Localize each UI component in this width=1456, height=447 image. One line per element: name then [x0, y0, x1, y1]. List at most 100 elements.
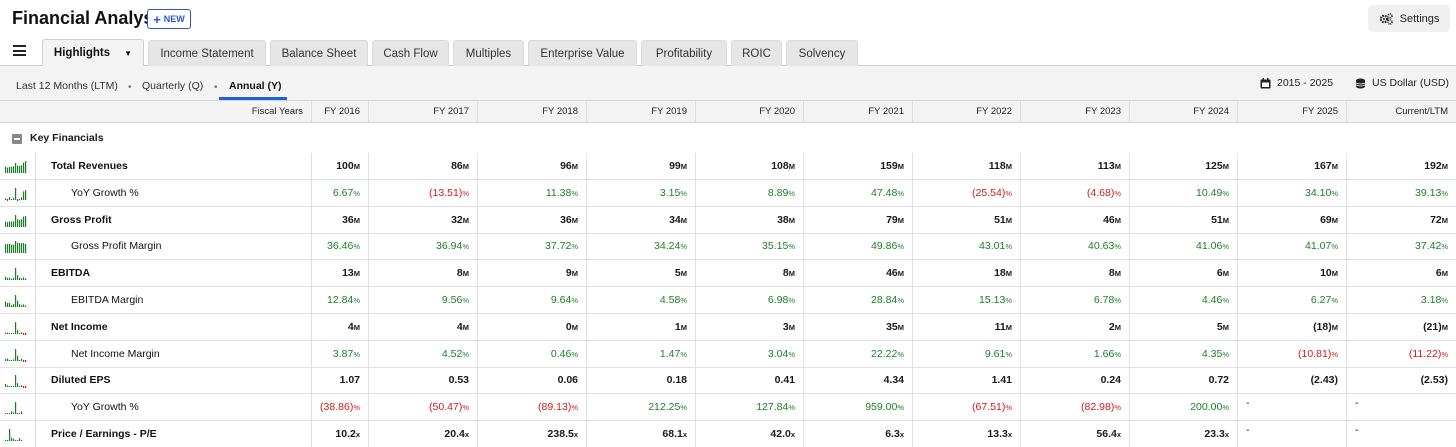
tab-solvency[interactable]: Solvency — [786, 40, 858, 66]
sparkline-bar — [13, 332, 15, 334]
table-row[interactable]: Gross Profit 36M 32M 36M 34M 38M 79M 51M 46M 51M 6… — [0, 206, 1456, 234]
sparkline-chart-icon[interactable] — [4, 239, 28, 254]
table-cell: 0.53 — [369, 367, 478, 395]
new-button[interactable]: + NEW — [147, 9, 191, 29]
table-row[interactable]: Total Revenues 100M 86M 96M 99M 108M 159M 118M 1… — [0, 153, 1456, 180]
table-cell: 9.61% — [913, 340, 1021, 368]
table-row[interactable]: EBITDA 13M 8M 9M 5M 8M 46M 18M 8M 6M 10M 6M — [0, 260, 1456, 288]
table-cell: 11.38% — [478, 179, 587, 207]
sparkline-bar — [5, 413, 7, 415]
table-row[interactable]: YoY Growth % 6.67% (13.51)% 11.38% 3.15% 8.89… — [0, 179, 1456, 207]
sparkline-bar — [9, 277, 11, 281]
table-cell: 41.07% — [1238, 233, 1347, 261]
tab-cash-flow[interactable]: Cash Flow — [372, 40, 449, 66]
sparkline-bar — [13, 412, 15, 415]
table-row[interactable]: Gross Profit Margin 36.46% 36.94% 37.72% 34.… — [0, 233, 1456, 261]
sparkline-bar — [9, 332, 11, 334]
table-cell: (21)M — [1423, 320, 1448, 333]
sparkline-bar — [9, 196, 11, 200]
tab-balance-sheet[interactable]: Balance Sheet — [270, 40, 368, 66]
sparkline-bar — [5, 358, 7, 361]
table-cell: 35.15% — [696, 233, 804, 261]
table-cell: 5M — [587, 260, 696, 288]
gears-icon — [1379, 12, 1393, 25]
sparkline-bar — [23, 332, 25, 335]
table-row[interactable]: EBITDA Margin 12.84% 9.56% 9.64% 4.58% 6.98% 2… — [0, 287, 1456, 314]
sparkline-bar — [21, 358, 23, 361]
tab-label: Enterprise Value — [540, 47, 625, 60]
hamburger-menu-icon[interactable] — [13, 45, 26, 56]
table-cell: 10M — [1238, 260, 1347, 288]
table-row[interactable]: YoY Growth % (38.86)% (50.47)% (89.13)% 212.… — [0, 394, 1456, 422]
table-cell: - — [1238, 421, 1347, 447]
sparkline-bar — [5, 384, 7, 388]
column-header: FY 2019 — [587, 101, 696, 123]
settings-button[interactable]: Settings — [1368, 5, 1450, 32]
active-period-indicator — [219, 97, 287, 100]
table-cell: 40.63% — [1021, 233, 1130, 261]
tab-profitability[interactable]: Profitability — [641, 40, 727, 66]
table-cell: (13.51)% — [369, 179, 478, 207]
sparkline-chart-icon[interactable] — [4, 213, 28, 228]
sparkline-chart-icon[interactable] — [4, 159, 28, 174]
row-label: Diluted EPS — [51, 374, 111, 387]
calendar-icon — [1260, 77, 1271, 88]
tab-highlights[interactable]: Highlights ▼ — [42, 39, 144, 67]
table-cell: 0M — [478, 313, 587, 341]
collapse-icon[interactable] — [12, 134, 22, 144]
table-cell: 0.18 — [587, 367, 696, 395]
currency-label: US Dollar (USD) — [1372, 77, 1450, 89]
table-row[interactable]: Diluted EPS 1.07 0.53 0.06 0.18 0.41 4.34 1.41 0… — [0, 367, 1456, 395]
sparkline-bar — [19, 219, 21, 227]
sparkline-bar — [9, 413, 11, 415]
sparkline-chart-icon[interactable] — [4, 293, 28, 308]
tab-roic[interactable]: ROIC — [731, 40, 782, 66]
table-row[interactable]: Net Income 4M 4M 0M 1M 3M 35M 11M 2M 5M (18)M (21)M — [0, 313, 1456, 341]
sparkline-bar — [23, 243, 25, 254]
sparkline-bar — [19, 304, 21, 307]
sparkline-bar — [9, 244, 11, 254]
sparkline-chart-icon[interactable] — [4, 427, 28, 442]
sparkline-chart-icon[interactable] — [4, 347, 28, 362]
sparkline-bar — [11, 359, 13, 361]
sparkline-chart-icon[interactable] — [4, 320, 28, 335]
sparkline-bar — [21, 197, 23, 200]
table-cell: 28.84% — [804, 287, 913, 314]
sparkline-bar — [7, 167, 9, 173]
table-cell: (67.51)% — [913, 394, 1021, 422]
sparkline-bar — [19, 359, 21, 361]
table-cell: 46M — [804, 260, 913, 288]
sparkline-chart-icon[interactable] — [4, 186, 28, 201]
tab-income-statement[interactable]: Income Statement — [148, 40, 266, 66]
sparkline-bar — [11, 305, 13, 307]
table-cell: 42.0x — [696, 421, 804, 447]
sparkline-bar — [13, 244, 15, 254]
sparkline-chart-icon[interactable] — [4, 266, 28, 281]
sparkline-bar — [23, 216, 25, 227]
column-divider — [311, 340, 312, 368]
table-cell: (11.22)% — [1408, 347, 1448, 360]
sparkline-chart-icon[interactable] — [4, 400, 28, 415]
table-row[interactable]: Price / Earnings - P/E 10.2x 20.4x 238.5x 68… — [0, 421, 1456, 447]
sparkline-bar — [11, 411, 13, 415]
row-label: YoY Growth % — [71, 401, 139, 414]
date-range-label: 2015 - 2025 — [1277, 77, 1334, 89]
sparkline-bar — [7, 439, 9, 441]
date-range-selector[interactable]: 2015 - 2025 — [1260, 77, 1333, 89]
table-row[interactable]: Net Income Margin 3.87% 4.52% 0.46% 1.47% 3.0… — [0, 340, 1456, 368]
period-ltm[interactable]: Last 12 Months (LTM) — [16, 80, 118, 92]
table-cell: 0.24 — [1021, 367, 1130, 395]
tab-enterprise-value[interactable]: Enterprise Value — [528, 40, 637, 66]
table-cell: 167M — [1238, 153, 1347, 180]
row-label: Net Income — [51, 320, 108, 333]
period-annual[interactable]: Annual (Y) — [229, 80, 282, 92]
sparkline-chart-icon[interactable] — [4, 373, 28, 389]
table-cell: 159M — [804, 153, 913, 180]
currency-selector[interactable]: US Dollar (USD) — [1355, 77, 1449, 89]
table-cell: 46M — [1021, 206, 1130, 234]
tab-multiples[interactable]: Multiples — [453, 40, 524, 66]
sparkline-bar — [19, 278, 21, 281]
table-cell: 36M — [478, 206, 587, 234]
table-cell: (2.53) — [1420, 374, 1448, 387]
period-quarterly[interactable]: Quarterly (Q) — [142, 80, 204, 92]
